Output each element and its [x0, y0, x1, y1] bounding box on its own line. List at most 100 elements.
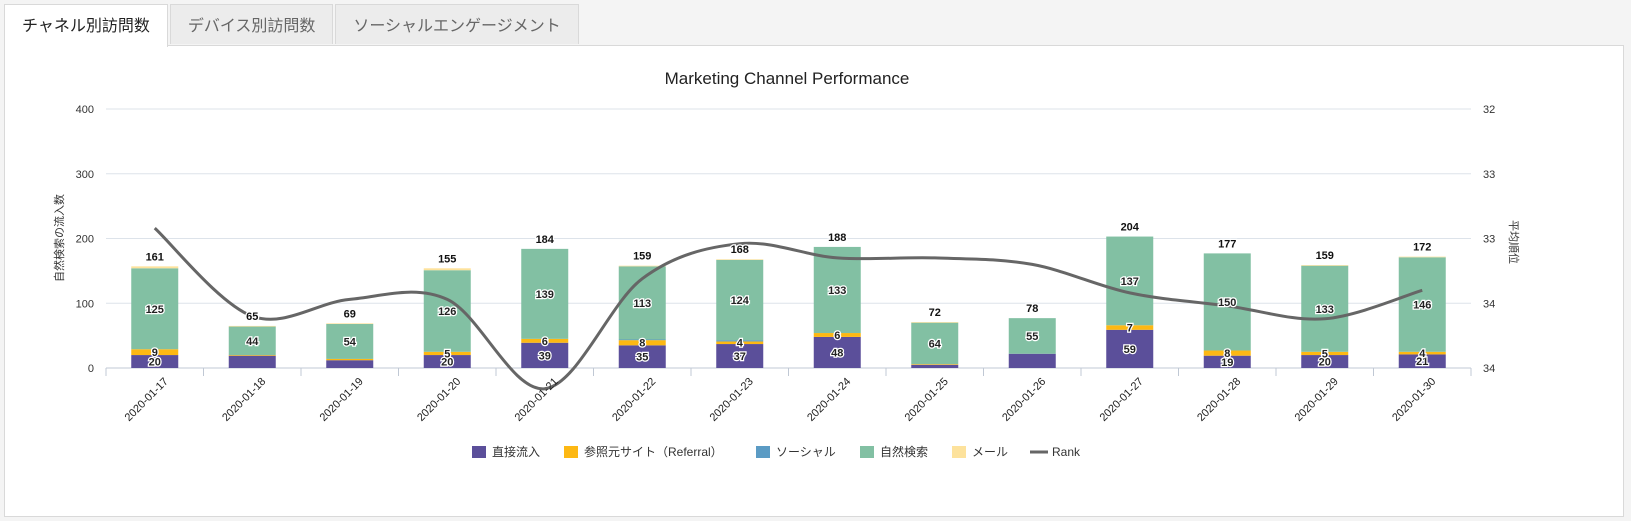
bar-segment [326, 323, 374, 359]
bar-segment [716, 259, 764, 341]
bar-segment [131, 266, 179, 269]
data-label: 150 [1218, 297, 1236, 309]
data-label: 39 [539, 350, 551, 362]
legend-swatch [472, 446, 486, 458]
total-label: 204 [1121, 222, 1140, 234]
total-label: 65 [246, 311, 258, 323]
legend-item: ソーシャル [756, 445, 836, 459]
bar-segment [1106, 329, 1154, 368]
legend-item: 参照元サイト（Referral） [564, 444, 723, 459]
x-tick-label: 2020-01-18 [220, 376, 268, 424]
x-tick-label: 2020-01-25 [903, 376, 951, 424]
bar-segment [618, 265, 666, 267]
legend-label: 参照元サイト（Referral） [584, 444, 723, 459]
data-label: 4 [737, 338, 744, 350]
y-tick-label: 0 [88, 363, 94, 375]
data-label: 59 [1124, 344, 1136, 356]
x-tick-label: 2020-01-21 [513, 376, 561, 424]
bar-segment [228, 325, 276, 327]
x-tick-label: 2020-01-23 [708, 376, 756, 424]
legend-swatch [756, 446, 770, 458]
data-label: 137 [1121, 276, 1139, 288]
marketing-channel-chart: Marketing Channel Performance 自然検索の流入数 平… [52, 69, 1521, 459]
data-label: 21 [1416, 356, 1428, 368]
rank-line [153, 227, 1423, 391]
bar-segment [911, 322, 959, 365]
bar-segment [813, 336, 861, 368]
data-label: 6 [542, 336, 548, 348]
bar-segment [1301, 265, 1349, 352]
bar-segment [1203, 253, 1251, 351]
data-label: 133 [1316, 304, 1334, 316]
x-tick-label: 2020-01-28 [1195, 376, 1243, 424]
y-tick-label: 300 [76, 169, 94, 181]
y2-tick-label: 32 [1483, 104, 1495, 116]
data-label: 37 [734, 351, 746, 363]
y-axis-label: 自然検索の流入数 [52, 194, 66, 282]
total-label: 78 [1026, 303, 1038, 315]
total-label: 168 [731, 244, 749, 256]
legend-label: 直接流入 [492, 444, 540, 459]
x-tick-label: 2020-01-30 [1390, 376, 1438, 424]
y2-tick-label: 34 [1483, 363, 1495, 375]
y-tick-label: 100 [76, 298, 94, 310]
total-label: 184 [536, 234, 555, 246]
bar-segment [618, 345, 666, 368]
data-label: 113 [633, 298, 651, 310]
total-label: 161 [146, 251, 164, 263]
y2-tick-label: 33 [1483, 234, 1495, 246]
bar-segment [618, 340, 666, 346]
bar-segment [1008, 353, 1056, 368]
y-tick-label: 200 [76, 234, 94, 246]
bar-segment [326, 358, 374, 361]
legend-label: 自然検索 [880, 444, 928, 459]
y2-axis-label: 平均順位 [1507, 220, 1521, 264]
data-label: 8 [639, 338, 645, 350]
data-label: 9 [152, 347, 158, 359]
legend-label: メール [972, 445, 1008, 459]
bar-segment [813, 246, 861, 334]
bar-segment [326, 360, 374, 368]
data-label: 124 [731, 295, 750, 307]
data-label: 20 [149, 357, 161, 369]
bar-segment [911, 364, 959, 365]
tab-social-engagement[interactable]: ソーシャルエンゲージメント [335, 4, 579, 44]
bar-segment [423, 268, 471, 271]
bar-segment [618, 339, 666, 341]
bar-segment [1106, 236, 1154, 326]
total-label: 69 [344, 308, 356, 320]
legend-swatch [952, 446, 966, 458]
data-label: 5 [444, 348, 450, 360]
x-tick-label: 2020-01-27 [1098, 376, 1146, 424]
data-label: 54 [344, 336, 357, 348]
data-label: 64 [929, 338, 942, 350]
bar-segment [813, 333, 861, 337]
bar-segment [228, 326, 276, 356]
bar-segment [1301, 355, 1349, 368]
x-tick-label: 2020-01-29 [1293, 376, 1341, 424]
data-label: 20 [441, 357, 453, 369]
data-label: 48 [831, 347, 843, 359]
x-tick-label: 2020-01-24 [805, 376, 853, 424]
bar-segment [1106, 325, 1154, 330]
bar-segment [911, 322, 959, 323]
legend-swatch [564, 446, 578, 458]
x-tick-label: 2020-01-19 [318, 376, 366, 424]
data-label: 19 [1221, 357, 1233, 369]
chart-title: Marketing Channel Performance [665, 69, 910, 88]
total-label: 155 [438, 253, 456, 265]
legend-item: 自然検索 [860, 444, 928, 459]
legend-label: Rank [1052, 445, 1081, 459]
y2-tick-label: 34 [1483, 298, 1495, 310]
bar-segment [326, 323, 374, 324]
bar-segment [716, 259, 764, 260]
total-label: 177 [1218, 238, 1236, 250]
tab-device-visits[interactable]: デバイス別訪問数 [169, 4, 334, 44]
bar-segment [1398, 351, 1446, 355]
data-label: 55 [1026, 331, 1038, 343]
tab-channel-visits[interactable]: チャネル別訪問数 [4, 4, 168, 47]
data-label: 133 [828, 285, 846, 297]
y-tick-label: 400 [76, 104, 94, 116]
data-label: 44 [246, 336, 259, 348]
total-label: 172 [1413, 242, 1431, 254]
